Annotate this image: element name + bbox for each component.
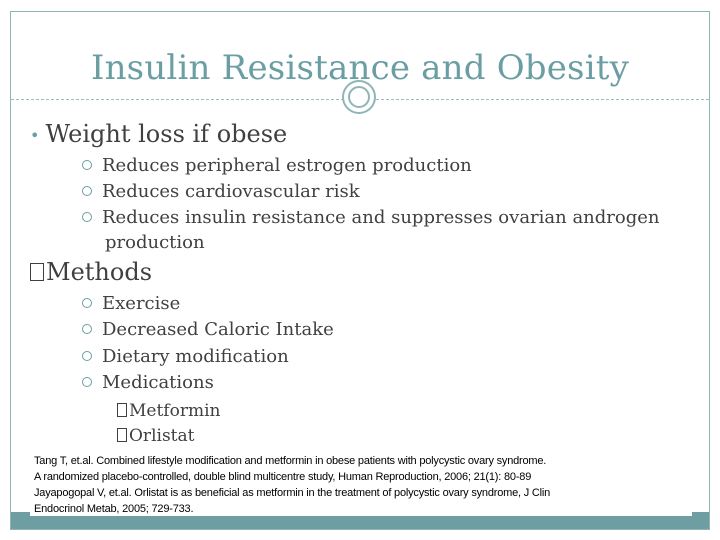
sub-bullet-text: Decreased Caloric Intake: [102, 319, 334, 340]
missing-glyph-icon: [117, 428, 127, 442]
sub-bullet-text: Dietary modification: [102, 346, 289, 367]
medication-text: Metformin: [129, 401, 221, 421]
ring-bullet-icon: [82, 298, 92, 308]
divider-circle-inner: [348, 86, 370, 108]
bullet-weight-loss: • Weight loss if obese: [30, 120, 287, 148]
bullet-dot-icon: •: [30, 126, 40, 145]
reference-line: A randomized placebo-controlled, double …: [34, 471, 532, 483]
sub-bullet-text: Reduces cardiovascular risk: [102, 181, 360, 202]
sub-bullet-text: Exercise: [102, 293, 181, 314]
reference-box: [30, 450, 692, 516]
bullet-methods: Methods: [30, 258, 152, 286]
sub-bullet-continuation: production: [105, 232, 205, 253]
ring-bullet-icon: [82, 324, 92, 334]
bullet-methods-text: Methods: [46, 258, 153, 286]
reference-line: Jayapogopal V, et.al. Orlistat is as ben…: [34, 487, 551, 499]
sub-bullet-text: Reduces peripheral estrogen production: [102, 155, 472, 176]
sub-bullet-text: Reduces insulin resistance and suppresse…: [102, 207, 660, 228]
slide-frame: [10, 11, 710, 530]
ring-bullet-icon: [82, 160, 92, 170]
missing-glyph-icon: [30, 263, 44, 281]
medication-text: Orlistat: [129, 426, 195, 446]
sub-bullet-item: Medications: [82, 372, 214, 393]
references: Tang T, et.al. Combined lifestyle modifi…: [34, 453, 694, 517]
sub-bullet-item: Reduces peripheral estrogen production: [82, 155, 472, 176]
sub-bullet-item: Reduces insulin resistance and suppresse…: [82, 207, 660, 228]
medication-item: Metformin: [117, 401, 220, 421]
sub-bullet-item: Dietary modification: [82, 346, 289, 367]
reference-line: Endocrinol Metab, 2005; 729-733.: [34, 503, 194, 515]
ring-bullet-icon: [82, 212, 92, 222]
sub-bullet-item: Decreased Caloric Intake: [82, 319, 334, 340]
ring-bullet-icon: [82, 351, 92, 361]
sub-bullet-item: Exercise: [82, 293, 180, 314]
ring-bullet-icon: [82, 186, 92, 196]
medication-item: Orlistat: [117, 426, 194, 446]
bullet-weight-loss-text: Weight loss if obese: [45, 120, 288, 148]
ring-bullet-icon: [82, 377, 92, 387]
missing-glyph-icon: [117, 403, 127, 417]
footer-bar: [11, 512, 709, 529]
sub-bullet-item: Reduces cardiovascular risk: [82, 181, 360, 202]
sub-bullet-text: Medications: [102, 372, 214, 393]
reference-line: Tang T, et.al. Combined lifestyle modifi…: [34, 455, 547, 467]
